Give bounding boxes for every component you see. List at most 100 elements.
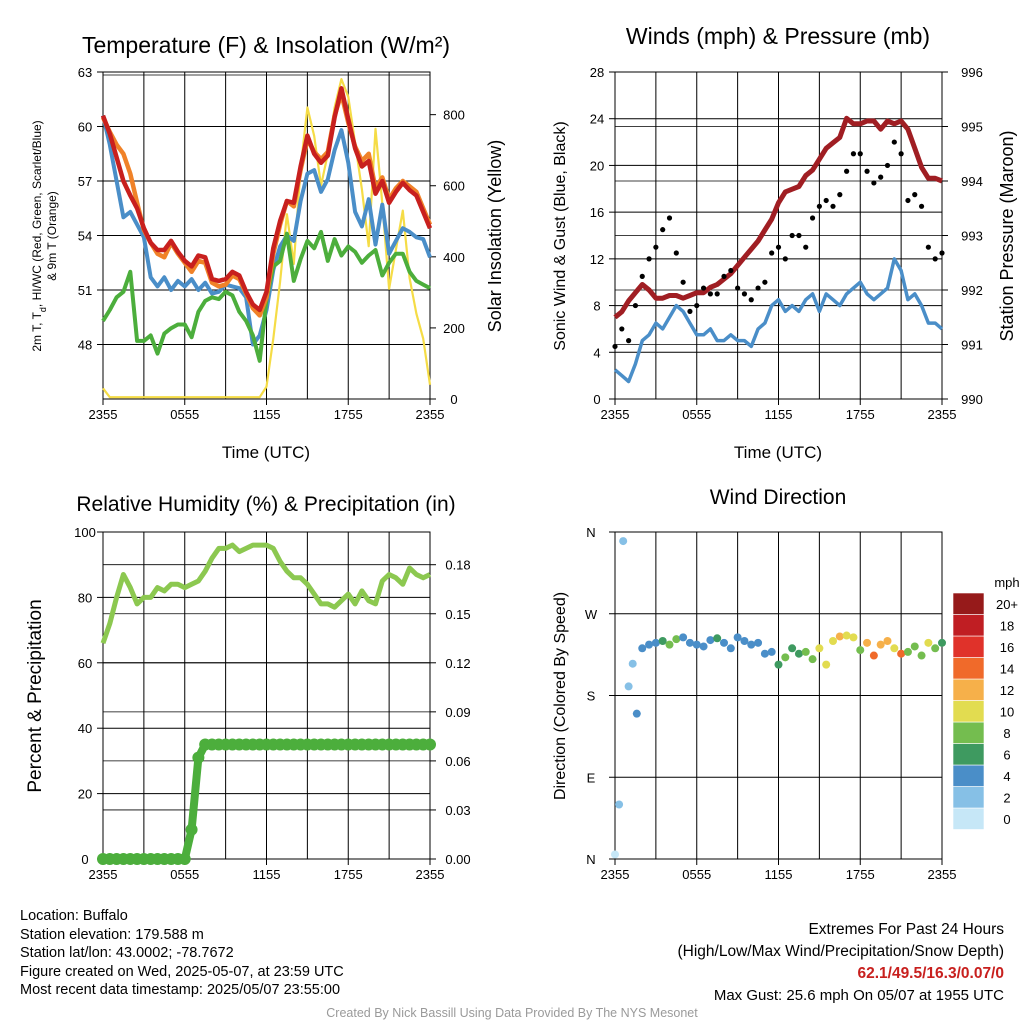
wdir-point (856, 646, 865, 655)
wdir-point (829, 637, 837, 645)
wind-ytick-label: 8 (593, 299, 600, 314)
wdir-point (665, 640, 674, 649)
wdir-point (788, 644, 797, 653)
gust-point (918, 203, 925, 209)
colorbar-swatch (952, 786, 985, 809)
gust-point (707, 291, 713, 297)
wdir-point (924, 638, 933, 647)
rh-y2tick-label: 0.12 (445, 656, 470, 671)
wdir-point (917, 651, 926, 660)
gust-point (857, 151, 863, 157)
station-location: Location: Buffalo (20, 908, 128, 924)
wdir-xtick-label: 0555 (682, 867, 711, 882)
wind-y2tick-label: 992 (961, 283, 983, 298)
colorbar-label: 20+ (996, 597, 1018, 612)
gust-point (844, 168, 850, 174)
gust-point (823, 197, 829, 204)
precip-point (185, 823, 198, 836)
extremes-title: Extremes For Past 24 Hours (808, 921, 1004, 938)
wdir-xtick-label: 1155 (765, 867, 793, 882)
rh-y2tick-label: 0.09 (445, 705, 470, 720)
wind-xtick-label: 0555 (682, 407, 711, 422)
gust-point (694, 302, 700, 309)
gust-point (632, 302, 639, 309)
colorbar-swatch (952, 614, 985, 637)
rh-line (100, 542, 432, 645)
wdir-point (619, 537, 628, 546)
wdir-point (808, 655, 817, 664)
colorbar-label: 6 (1003, 747, 1010, 762)
wdir-xtick-label: 1755 (846, 867, 875, 882)
temp-y2tick-label: 400 (443, 250, 465, 265)
colorbar-label: 4 (1003, 769, 1010, 784)
temp-ytick-label: 51 (78, 283, 92, 298)
wind-y2tick-label: 993 (961, 229, 983, 244)
wdir-ytick-label: N (586, 852, 595, 867)
colorbar-swatch (952, 657, 985, 680)
wdir-title: Wind Direction (710, 486, 847, 509)
wdir-point (835, 632, 844, 641)
wind-ytick-label: 0 (593, 392, 600, 407)
credit-line: Created By Nick Bassill Using Data Provi… (326, 1006, 698, 1020)
wdir-point (842, 631, 851, 640)
gust-point (646, 256, 652, 262)
wdir-point (720, 638, 728, 647)
wdir-point (615, 800, 624, 809)
colorbar-swatch (952, 678, 985, 701)
wdir-point (645, 640, 654, 649)
wind-y2tick-label: 991 (961, 338, 983, 353)
gust-point (796, 232, 802, 239)
wdir-point (624, 682, 633, 691)
temp-y2label: Solar Insolation (Yellow) (485, 140, 505, 332)
wdir-point (651, 638, 660, 647)
wind-y2tick-label: 996 (961, 65, 983, 80)
rh-y2tick-label: 0.03 (445, 803, 470, 818)
gust-point (775, 244, 782, 250)
wind-y2tick-label: 990 (961, 392, 983, 407)
rh-y2tick-label: 0.06 (445, 754, 470, 769)
gust-point (850, 151, 857, 157)
gust-point (666, 215, 673, 221)
wdir-point (883, 637, 892, 645)
gust-point (891, 139, 897, 145)
wdir-point (815, 644, 824, 653)
wind-ytick-label: 12 (590, 252, 604, 267)
wdir-panel (614, 531, 943, 865)
rh-y2tick-label: 0.00 (445, 852, 470, 867)
colorbar-label: 0 (1003, 812, 1010, 827)
wdir-point (903, 647, 912, 656)
colorbar-label: 18 (1000, 618, 1014, 633)
extremes-panel: Extremes For Past 24 Hours (High/Low/Max… (678, 919, 1005, 1007)
wdir-point (794, 649, 803, 658)
rh-ytick-label: 20 (78, 787, 92, 802)
temp-title: Temperature (F) & Insolation (W/m²) (82, 32, 450, 58)
temp-ylabel: 2m T, Td, HI/WC (Red, Green, Scarlet/Blu… (30, 120, 48, 351)
wdir-point (754, 638, 763, 647)
gust-point (687, 308, 693, 315)
gust-point (864, 168, 870, 174)
gust-point (871, 180, 877, 186)
temp-xtick-label: 1155 (253, 407, 281, 422)
temp-ylabel-line2: & 9m T (Orange) (45, 191, 59, 281)
max-gust: Max Gust: 25.6 mph On 05/07 at 1955 UTC (713, 987, 1004, 1004)
wdir-point (931, 644, 940, 653)
wind-ylabel: Sonic Wind & Gust (Blue, Black) (552, 121, 569, 350)
wind-xtick-label: 2355 (601, 407, 630, 422)
temp-ytick-label: 48 (78, 338, 92, 353)
wdir-point (876, 640, 885, 649)
rh-xtick-label: 0555 (170, 867, 199, 882)
colorbar-swatch (952, 700, 985, 723)
wind-xlabel: Time (UTC) (734, 443, 822, 462)
temp-y2tick-label: 0 (450, 392, 457, 407)
colorbar-title: mph (994, 575, 1019, 590)
insolation-line (102, 78, 432, 399)
gust-point (884, 162, 891, 169)
colorbar-label: 2 (1003, 790, 1010, 805)
wind-xtick-label: 2355 (928, 407, 957, 422)
wdir-point (679, 633, 688, 642)
wind-y2tick-label: 995 (961, 120, 983, 135)
wdir-point (611, 850, 619, 859)
gust-point (816, 203, 822, 209)
gust-point (700, 285, 707, 291)
gust-point (660, 227, 666, 233)
